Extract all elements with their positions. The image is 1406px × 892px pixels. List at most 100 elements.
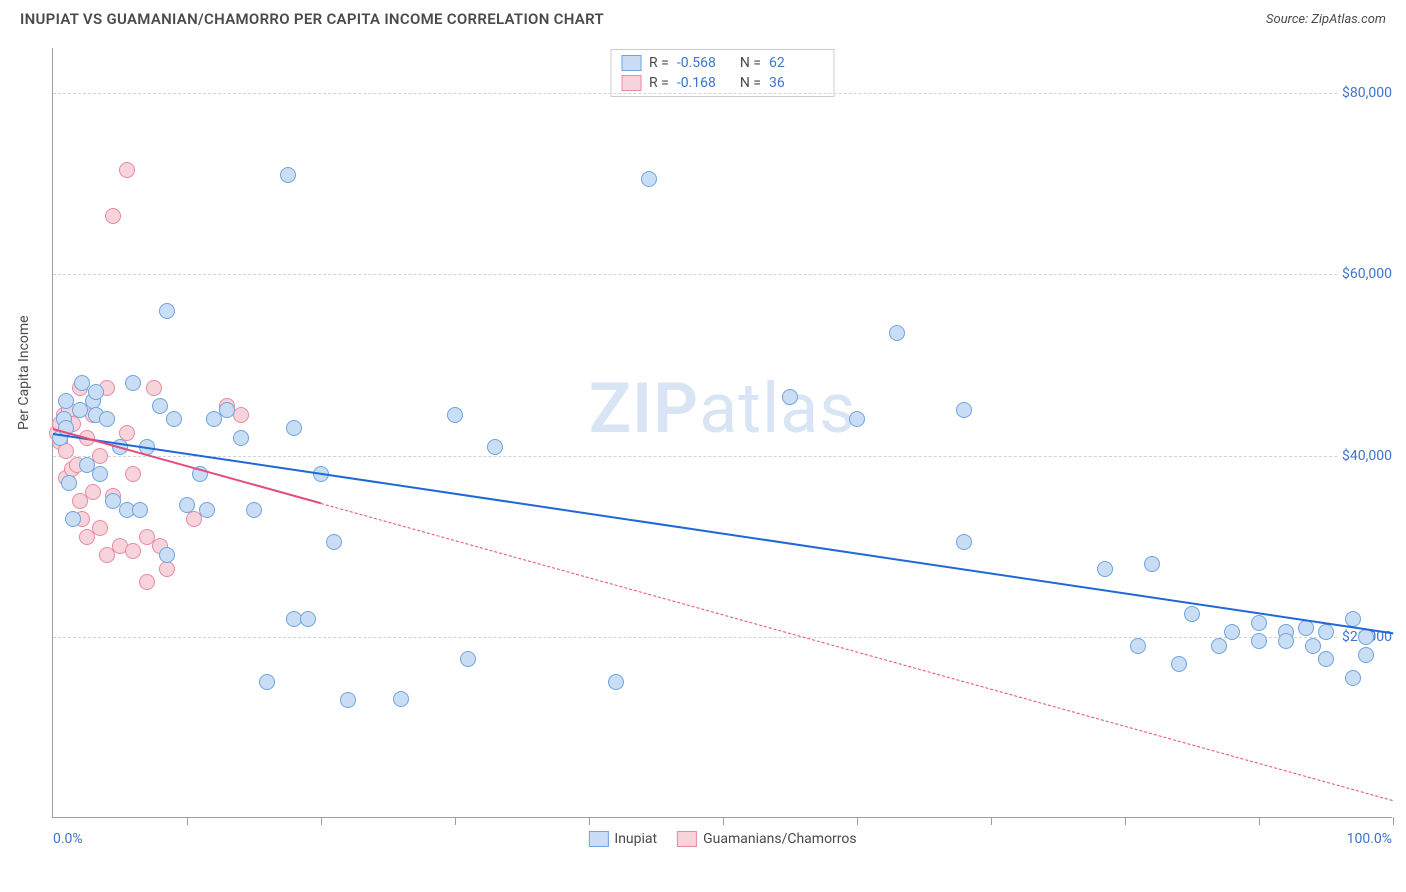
data-point	[159, 547, 175, 563]
stats-legend: R = -0.568 N = 62 R = -0.168 N = 36	[610, 49, 835, 97]
data-point	[132, 502, 148, 518]
data-point	[460, 651, 476, 667]
y-axis-label: Per Capita Income	[16, 315, 32, 430]
trend-line	[53, 433, 1393, 634]
x-tick	[723, 817, 724, 825]
gridline	[53, 274, 1392, 275]
legend-item-2: Guamanians/Chamorros	[677, 831, 857, 847]
data-point	[85, 484, 101, 500]
data-point	[1345, 611, 1361, 627]
x-axis-start-label: 0.0%	[53, 831, 83, 847]
data-point	[1318, 624, 1334, 640]
data-point	[1211, 638, 1227, 654]
data-point	[326, 534, 342, 550]
data-point	[956, 534, 972, 550]
data-point	[152, 398, 168, 414]
r-label: R =	[649, 75, 669, 91]
data-point	[1097, 561, 1113, 577]
data-point	[393, 691, 409, 707]
x-tick	[455, 817, 456, 825]
data-point	[1184, 606, 1200, 622]
legend-label-2: Guamanians/Chamorros	[703, 831, 857, 847]
data-point	[233, 430, 249, 446]
swatch-series-2	[677, 831, 697, 847]
data-point	[125, 466, 141, 482]
r-label: R =	[649, 55, 669, 71]
data-point	[146, 380, 162, 396]
data-point	[782, 389, 798, 405]
data-point	[179, 497, 195, 513]
gridline	[53, 93, 1392, 94]
n-value-1: 62	[769, 55, 824, 71]
data-point	[889, 325, 905, 341]
data-point	[166, 411, 182, 427]
source-attribution: Source: ZipAtlas.com	[1266, 12, 1386, 27]
x-tick	[1125, 817, 1126, 825]
data-point	[139, 574, 155, 590]
data-point	[1144, 556, 1160, 572]
r-value-2: -0.168	[677, 75, 732, 91]
legend-label-1: Inupiat	[614, 831, 657, 847]
x-tick	[1259, 817, 1260, 825]
data-point	[246, 502, 262, 518]
x-tick	[991, 817, 992, 825]
r-value-1: -0.568	[677, 55, 732, 71]
data-point	[280, 167, 296, 183]
data-point	[447, 407, 463, 423]
data-point	[1305, 638, 1321, 654]
stats-row-series-2: R = -0.168 N = 36	[621, 73, 824, 93]
data-point	[1224, 624, 1240, 640]
data-point	[340, 692, 356, 708]
data-point	[1251, 633, 1267, 649]
data-point	[1358, 647, 1374, 663]
stats-row-series-1: R = -0.568 N = 62	[621, 53, 824, 73]
chart-plot-area: ZIPatlas R = -0.568 N = 62 R = -0.168 N …	[52, 48, 1392, 818]
data-point	[259, 674, 275, 690]
data-point	[300, 611, 316, 627]
data-point	[1318, 651, 1334, 667]
watermark: ZIPatlas	[589, 368, 857, 450]
data-point	[159, 303, 175, 319]
x-tick	[321, 817, 322, 825]
data-point	[125, 375, 141, 391]
data-point	[105, 208, 121, 224]
x-tick	[857, 817, 858, 825]
swatch-series-2	[621, 75, 641, 91]
data-point	[219, 402, 235, 418]
swatch-series-1	[621, 55, 641, 71]
data-point	[286, 420, 302, 436]
data-point	[88, 384, 104, 400]
data-point	[125, 543, 141, 559]
data-point	[1278, 633, 1294, 649]
data-point	[65, 511, 81, 527]
x-axis-end-label: 100.0%	[1347, 831, 1392, 847]
gridline	[53, 456, 1392, 457]
data-point	[199, 502, 215, 518]
x-tick	[1393, 817, 1394, 825]
trend-line	[321, 503, 1393, 801]
data-point	[487, 439, 503, 455]
data-point	[1345, 670, 1361, 686]
data-point	[1251, 615, 1267, 631]
gridline	[53, 637, 1392, 638]
y-tick-label: $80,000	[1338, 85, 1396, 101]
data-point	[956, 402, 972, 418]
y-tick-label: $40,000	[1338, 448, 1396, 464]
data-point	[608, 674, 624, 690]
data-point	[99, 411, 115, 427]
n-label: N =	[740, 55, 761, 71]
data-point	[849, 411, 865, 427]
series-legend: Inupiat Guamanians/Chamorros	[588, 831, 856, 847]
data-point	[1171, 656, 1187, 672]
swatch-series-1	[588, 831, 608, 847]
data-point	[641, 171, 657, 187]
y-tick-label: $60,000	[1338, 266, 1396, 282]
data-point	[92, 448, 108, 464]
data-point	[61, 475, 77, 491]
chart-title: INUPIAT VS GUAMANIAN/CHAMORRO PER CAPITA…	[20, 10, 604, 28]
data-point	[58, 443, 74, 459]
data-point	[92, 520, 108, 536]
n-label: N =	[740, 75, 761, 91]
data-point	[119, 162, 135, 178]
data-point	[1130, 638, 1146, 654]
